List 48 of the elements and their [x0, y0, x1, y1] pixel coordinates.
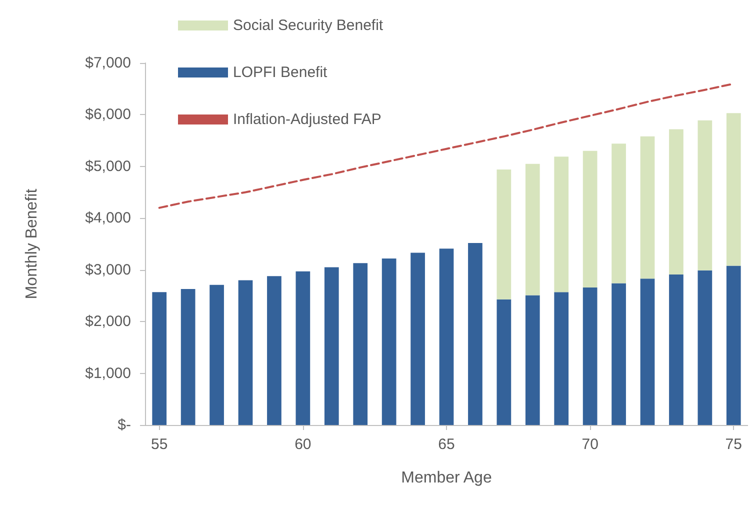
bar	[612, 144, 626, 284]
bar	[640, 278, 655, 425]
legend-label: LOPFI Benefit	[233, 64, 328, 81]
bar	[180, 288, 196, 425]
y-tick-label: $6,000	[85, 106, 131, 124]
bar	[439, 248, 454, 425]
bar	[238, 280, 253, 425]
bar	[496, 299, 512, 425]
bar	[554, 292, 569, 425]
y-tick-label: $2,000	[85, 313, 131, 330]
x-tick-label: 70	[582, 436, 598, 453]
bar	[669, 129, 684, 275]
bar	[726, 113, 741, 266]
y-tick-label: $4,000	[85, 210, 131, 227]
bar	[698, 120, 712, 270]
legend-label: Social Security Benefit	[233, 17, 384, 34]
y-axis-title: Monthly Benefit	[24, 188, 40, 300]
y-tick-label: $3,000	[85, 261, 131, 278]
bar	[698, 270, 712, 425]
bar	[496, 170, 512, 300]
bar	[468, 242, 482, 425]
bar	[410, 252, 425, 425]
bar	[612, 283, 626, 425]
x-tick-label: 75	[725, 436, 742, 453]
bar	[382, 258, 396, 425]
bar	[640, 136, 655, 279]
bar	[210, 284, 224, 425]
bar	[554, 156, 569, 292]
legend-label: Inflation-Adjusted FAP	[233, 111, 382, 128]
y-tick-label: $-	[118, 416, 131, 434]
bar	[324, 267, 339, 425]
bar	[525, 295, 540, 425]
y-tick-label: $7,000	[85, 54, 131, 72]
x-axis-title: Member Age	[401, 470, 492, 486]
bar	[152, 292, 167, 425]
x-tick-label: 60	[294, 436, 312, 453]
x-tick-label: 55	[151, 436, 168, 453]
x-tick-label: 65	[438, 436, 455, 453]
bar	[525, 164, 540, 296]
bar	[726, 266, 741, 425]
bar	[582, 287, 598, 425]
bar	[296, 271, 310, 425]
bar	[669, 274, 684, 425]
bar	[353, 263, 368, 425]
y-tick-label: $5,000	[85, 158, 131, 175]
bar	[267, 276, 282, 425]
y-tick-label: $1,000	[85, 364, 131, 382]
bar	[582, 150, 598, 288]
